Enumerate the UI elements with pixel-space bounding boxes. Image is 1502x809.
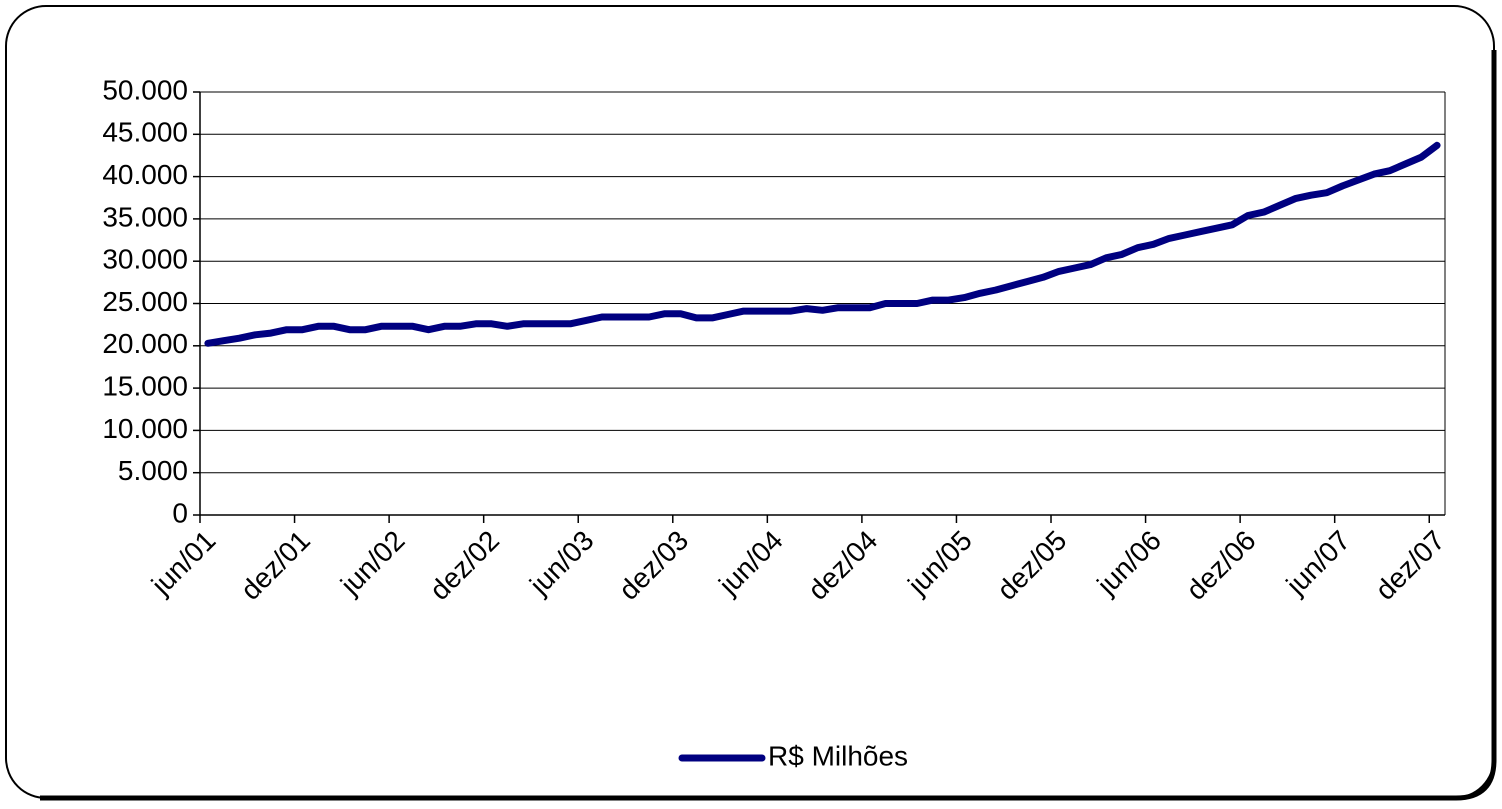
y-tick-label: 35.000	[102, 201, 188, 232]
y-tick-label: 30.000	[102, 244, 188, 275]
frame-shadow	[40, 50, 1497, 801]
y-tick-label: 20.000	[102, 328, 188, 359]
y-tick-label: 40.000	[102, 159, 188, 190]
y-tick-label: 45.000	[102, 117, 188, 148]
data-line	[204, 141, 1441, 347]
legend-label: R$ Milhões	[768, 740, 908, 771]
y-tick-label: 15.000	[102, 370, 188, 401]
chart-frame	[5, 5, 1495, 799]
y-tick-label: 5.000	[118, 455, 188, 486]
y-tick-label: 0	[172, 497, 188, 528]
y-tick-label: 50.000	[102, 74, 188, 105]
y-tick-label: 10.000	[102, 413, 188, 444]
y-tick-label: 25.000	[102, 286, 188, 317]
